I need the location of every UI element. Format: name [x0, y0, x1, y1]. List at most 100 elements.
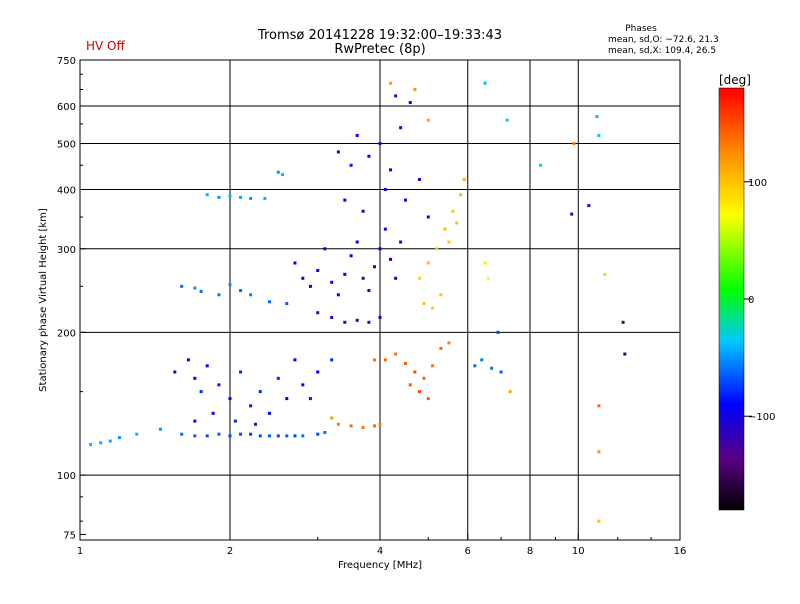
data-point	[389, 257, 393, 261]
data-point	[367, 154, 371, 158]
data-point	[572, 142, 576, 146]
data-point	[490, 366, 494, 370]
data-point	[228, 434, 232, 438]
data-point	[623, 352, 627, 356]
data-point	[293, 261, 297, 265]
data-point	[373, 265, 377, 269]
data-point	[343, 272, 347, 276]
data-point	[239, 432, 243, 436]
data-point	[447, 341, 451, 345]
grid-layer	[80, 60, 680, 540]
data-point	[308, 284, 312, 288]
data-point	[349, 254, 353, 258]
data-point	[308, 397, 312, 401]
data-point	[276, 376, 280, 380]
data-point	[435, 247, 439, 251]
x-tick-label: 1	[77, 546, 83, 557]
colorbar-tick-label: −100	[748, 412, 775, 423]
data-point	[180, 432, 184, 436]
data-point	[383, 227, 387, 231]
data-point	[249, 293, 253, 297]
hv-status: HV Off	[86, 39, 125, 53]
data-point	[285, 434, 289, 438]
data-point	[180, 284, 184, 288]
data-point	[417, 276, 421, 280]
data-point	[394, 352, 398, 356]
y-tick-label: 75	[63, 530, 76, 541]
data-point	[258, 390, 262, 394]
x-tick-label: 6	[465, 546, 471, 557]
data-point	[373, 424, 377, 428]
data-point	[323, 431, 327, 435]
data-point	[186, 358, 190, 362]
data-point	[249, 432, 253, 436]
data-point	[426, 261, 430, 265]
data-point	[285, 397, 289, 401]
data-point	[597, 450, 601, 454]
data-point	[349, 163, 353, 167]
data-point	[361, 276, 365, 280]
data-point	[316, 370, 320, 374]
data-point	[439, 293, 443, 297]
data-point	[293, 434, 297, 438]
data-point	[316, 269, 320, 273]
data-point	[378, 247, 382, 251]
data-point	[480, 358, 484, 362]
data-point	[330, 315, 334, 319]
data-point	[367, 289, 371, 293]
data-point	[228, 397, 232, 401]
data-point	[361, 209, 365, 213]
data-point	[323, 247, 327, 251]
colorbar-label: [deg]	[719, 73, 751, 87]
data-point	[239, 195, 243, 199]
data-point	[389, 81, 393, 85]
data-point	[267, 411, 271, 415]
x-axis-label: Frequency [MHz]	[338, 560, 422, 571]
data-point	[539, 163, 543, 167]
data-point	[394, 276, 398, 280]
data-point	[473, 364, 477, 368]
data-point	[422, 302, 426, 306]
y-tick-label: 200	[57, 328, 76, 339]
data-point	[293, 358, 297, 362]
data-point	[603, 272, 607, 276]
data-point	[431, 306, 435, 310]
data-point	[336, 150, 340, 154]
data-point	[336, 422, 340, 426]
data-point	[276, 170, 280, 174]
data-point	[422, 376, 426, 380]
data-point	[355, 133, 359, 137]
colorbar-tick-label: 100	[748, 178, 767, 189]
data-point	[249, 196, 253, 200]
colorbar	[718, 87, 745, 511]
data-point	[431, 364, 435, 368]
data-point	[621, 320, 625, 324]
phases-x: mean, sd,X: 109.4, 26.5	[608, 46, 716, 56]
data-point	[217, 293, 221, 297]
data-point	[597, 404, 601, 408]
colorbar-tick-label: 0	[748, 295, 754, 306]
data-point	[597, 519, 601, 523]
data-point	[211, 411, 215, 415]
data-point	[597, 133, 601, 137]
data-point	[383, 188, 387, 192]
data-point	[455, 221, 459, 225]
data-point	[486, 276, 490, 280]
data-point	[173, 370, 177, 374]
data-point	[281, 173, 285, 177]
data-point	[330, 416, 334, 420]
y-tick-label: 750	[57, 56, 76, 67]
data-point	[301, 276, 305, 280]
data-point	[355, 240, 359, 244]
data-point	[276, 434, 280, 438]
data-point	[193, 376, 197, 380]
data-point	[108, 439, 112, 443]
phases-title: Phases	[625, 24, 657, 34]
y-tick-label: 500	[57, 140, 76, 151]
colorbar-ticks: 100 0 −100	[744, 178, 775, 423]
data-point	[193, 434, 197, 438]
data-point	[447, 240, 451, 244]
data-point	[316, 432, 320, 436]
data-point	[462, 177, 466, 181]
